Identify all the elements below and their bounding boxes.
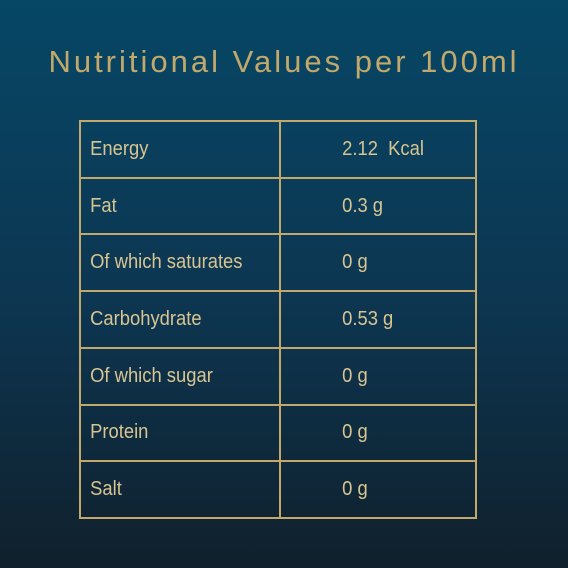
nutrient-value: 0 g: [286, 346, 470, 406]
table-row: Of which saturates 0 g: [79, 233, 476, 293]
nutrient-name: Protein: [79, 403, 265, 463]
nutrient-value: 0 g: [286, 233, 470, 293]
nutrient-value: 2.12 Kcal: [286, 120, 470, 179]
nutrient-value: 0 g: [286, 403, 470, 463]
nutrient-value: 0.3 g: [286, 176, 470, 236]
table-row: Protein 0 g: [79, 403, 476, 463]
nutrient-name: Carbohydrate: [79, 290, 265, 349]
nutrient-name: Of which saturates: [79, 233, 265, 293]
table-row: Carbohydrate 0.53 g: [79, 290, 476, 349]
title: Nutritional Values per 100ml: [48, 44, 520, 79]
table-row: Fat 0.3 g: [79, 176, 476, 236]
nutrient-name: Salt: [79, 460, 265, 519]
table-row: Energy 2.12 Kcal: [79, 120, 476, 179]
nutrient-name: Of which sugar: [79, 346, 265, 406]
nutrient-name: Energy: [79, 120, 265, 179]
nutrition-table: Energy 2.12 Kcal Fat 0.3 g Of which saturate…: [79, 120, 477, 519]
nutrient-value: 0.53 g: [286, 290, 470, 349]
nutrient-value: 0 g: [286, 460, 470, 519]
nutrient-name: Fat: [79, 176, 265, 236]
table-row: Salt 0 g: [79, 460, 476, 519]
table-row: Of which sugar 0 g: [79, 346, 476, 406]
